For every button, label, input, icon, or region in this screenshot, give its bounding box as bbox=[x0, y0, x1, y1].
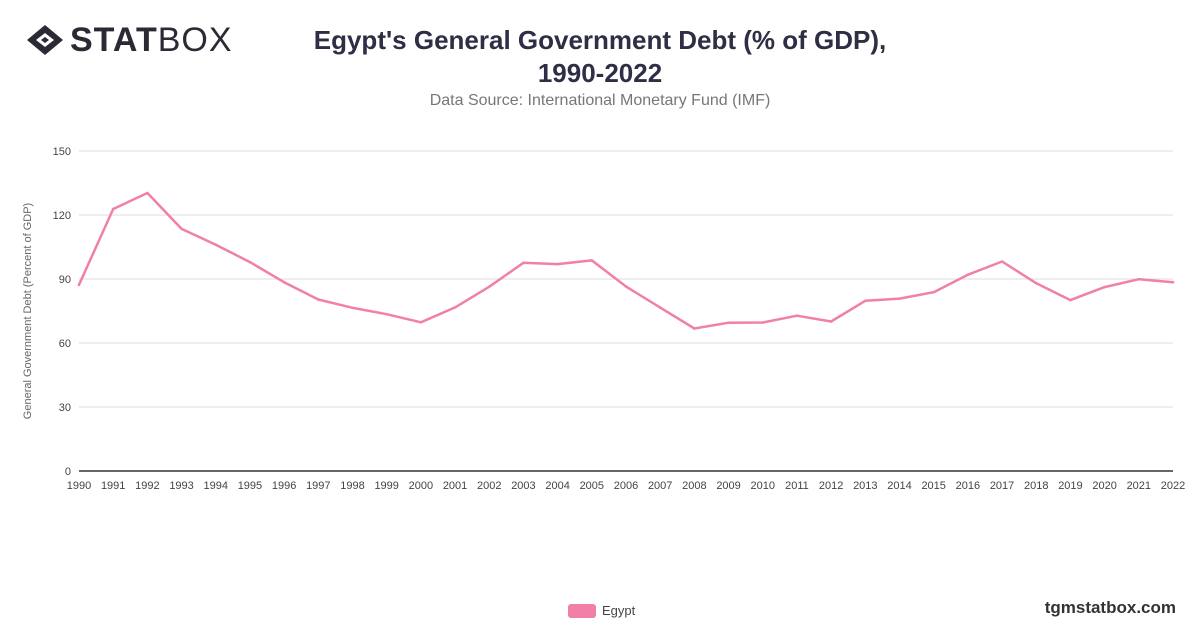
x-tick-label-2004: 2004 bbox=[545, 480, 569, 492]
y-tick-label-90: 90 bbox=[59, 274, 71, 286]
chart-subtitle: Data Source: International Monetary Fund… bbox=[429, 92, 771, 109]
data-point-2010 bbox=[761, 321, 765, 324]
x-tick-label-2013: 2013 bbox=[853, 480, 877, 492]
data-point-2002 bbox=[487, 285, 491, 288]
chart-title-line2: 1990-2022 bbox=[537, 58, 663, 88]
x-tick-label-2005: 2005 bbox=[580, 480, 604, 492]
x-tick-label-1994: 1994 bbox=[204, 480, 228, 492]
x-tick-label-2018: 2018 bbox=[1024, 480, 1048, 492]
data-point-2017 bbox=[1000, 260, 1004, 263]
data-point-2009 bbox=[727, 321, 730, 325]
data-point-2012 bbox=[829, 320, 833, 323]
y-tick-label-60: 60 bbox=[59, 338, 71, 350]
data-point-1996 bbox=[282, 280, 286, 284]
data-point-2016 bbox=[966, 273, 970, 277]
data-point-2005 bbox=[590, 259, 594, 262]
x-tick-label-2001: 2001 bbox=[443, 480, 467, 492]
x-tick-label-2006: 2006 bbox=[614, 480, 638, 492]
data-point-2006 bbox=[624, 285, 628, 288]
data-point-2022 bbox=[1171, 280, 1175, 284]
data-point-2004 bbox=[556, 262, 559, 266]
data-point-1995 bbox=[248, 260, 252, 264]
x-tick-label-1991: 1991 bbox=[101, 480, 125, 492]
data-point-1998 bbox=[351, 306, 354, 310]
x-tick-label-1993: 1993 bbox=[169, 480, 193, 492]
data-point-1999 bbox=[385, 312, 388, 316]
chart-title: Egypt's General Government Debt (% of GD… bbox=[300, 24, 900, 90]
x-tick-label-2003: 2003 bbox=[511, 480, 535, 492]
y-tick-label-150: 150 bbox=[53, 146, 71, 158]
data-point-2020 bbox=[1103, 285, 1106, 289]
x-tick-label-1997: 1997 bbox=[306, 480, 330, 492]
x-tick-label-1992: 1992 bbox=[135, 480, 159, 492]
x-tick-label-2009: 2009 bbox=[716, 480, 740, 492]
legend-label-egypt: Egypt bbox=[602, 603, 636, 618]
x-tick-label-2007: 2007 bbox=[648, 480, 672, 492]
y-tick-label-30: 30 bbox=[59, 402, 71, 414]
watermark: tgmstatbox.com bbox=[1044, 598, 1176, 617]
y-axis-title: General Government Debt (Percent of GDP) bbox=[22, 203, 34, 419]
series-line-egypt bbox=[77, 191, 1175, 330]
data-point-2003 bbox=[522, 261, 525, 265]
data-point-1997 bbox=[317, 298, 320, 301]
data-point-2014 bbox=[898, 297, 901, 300]
x-tick-label-2021: 2021 bbox=[1127, 480, 1151, 492]
x-tick-label-2011: 2011 bbox=[785, 480, 809, 492]
x-tick-label-2022: 2022 bbox=[1161, 480, 1185, 492]
x-tick-label-1996: 1996 bbox=[272, 480, 296, 492]
x-tick-label-1995: 1995 bbox=[238, 480, 262, 492]
x-tick-label-2010: 2010 bbox=[751, 480, 775, 492]
diamond-logo-icon bbox=[27, 25, 63, 55]
x-tick-label-2014: 2014 bbox=[887, 480, 911, 492]
x-tick-label-2012: 2012 bbox=[819, 480, 843, 492]
line-chart: 0 30 60 90 120 150 1990 1991 1992 1993 1994 1995 199… bbox=[22, 146, 1185, 492]
data-point-2001 bbox=[453, 306, 457, 309]
data-point-2018 bbox=[1034, 281, 1038, 285]
x-tick-label-2020: 2020 bbox=[1092, 480, 1116, 492]
x-tick-label-1990: 1990 bbox=[67, 480, 91, 492]
legend-swatch-egypt bbox=[568, 603, 596, 618]
chart-title-line1: Egypt's General Government Debt (% of GD… bbox=[313, 25, 887, 55]
x-tick-label-2008: 2008 bbox=[682, 480, 706, 492]
data-point-1994 bbox=[214, 243, 218, 246]
x-tick-label-2000: 2000 bbox=[409, 480, 433, 492]
data-point-2021 bbox=[1137, 277, 1141, 281]
data-point-2007 bbox=[658, 306, 662, 309]
legend[interactable]: Egypt bbox=[568, 603, 635, 618]
x-tick-label-1999: 1999 bbox=[374, 480, 398, 492]
data-point-2019 bbox=[1069, 298, 1072, 302]
data-point-1990 bbox=[77, 283, 81, 287]
y-tick-label-0: 0 bbox=[65, 466, 71, 478]
data-point-1993 bbox=[180, 227, 183, 231]
data-point-2011 bbox=[795, 314, 799, 317]
data-point-2015 bbox=[932, 290, 935, 294]
x-tick-label-2017: 2017 bbox=[990, 480, 1014, 492]
y-tick-label-120: 120 bbox=[53, 210, 71, 222]
x-tick-label-2019: 2019 bbox=[1058, 480, 1082, 492]
x-tick-label-2016: 2016 bbox=[956, 480, 980, 492]
x-tick-label-2015: 2015 bbox=[921, 480, 945, 492]
statbox-logo: STATBOX bbox=[26, 22, 233, 58]
x-tick-label-1998: 1998 bbox=[340, 480, 364, 492]
data-point-1992 bbox=[146, 191, 149, 195]
x-tick-label-2002: 2002 bbox=[477, 480, 501, 492]
data-point-2008 bbox=[693, 327, 696, 330]
logo-wordmark: STATBOX bbox=[70, 21, 233, 59]
data-point-2000 bbox=[419, 321, 423, 324]
data-point-2013 bbox=[864, 299, 867, 303]
data-point-1991 bbox=[111, 207, 115, 211]
